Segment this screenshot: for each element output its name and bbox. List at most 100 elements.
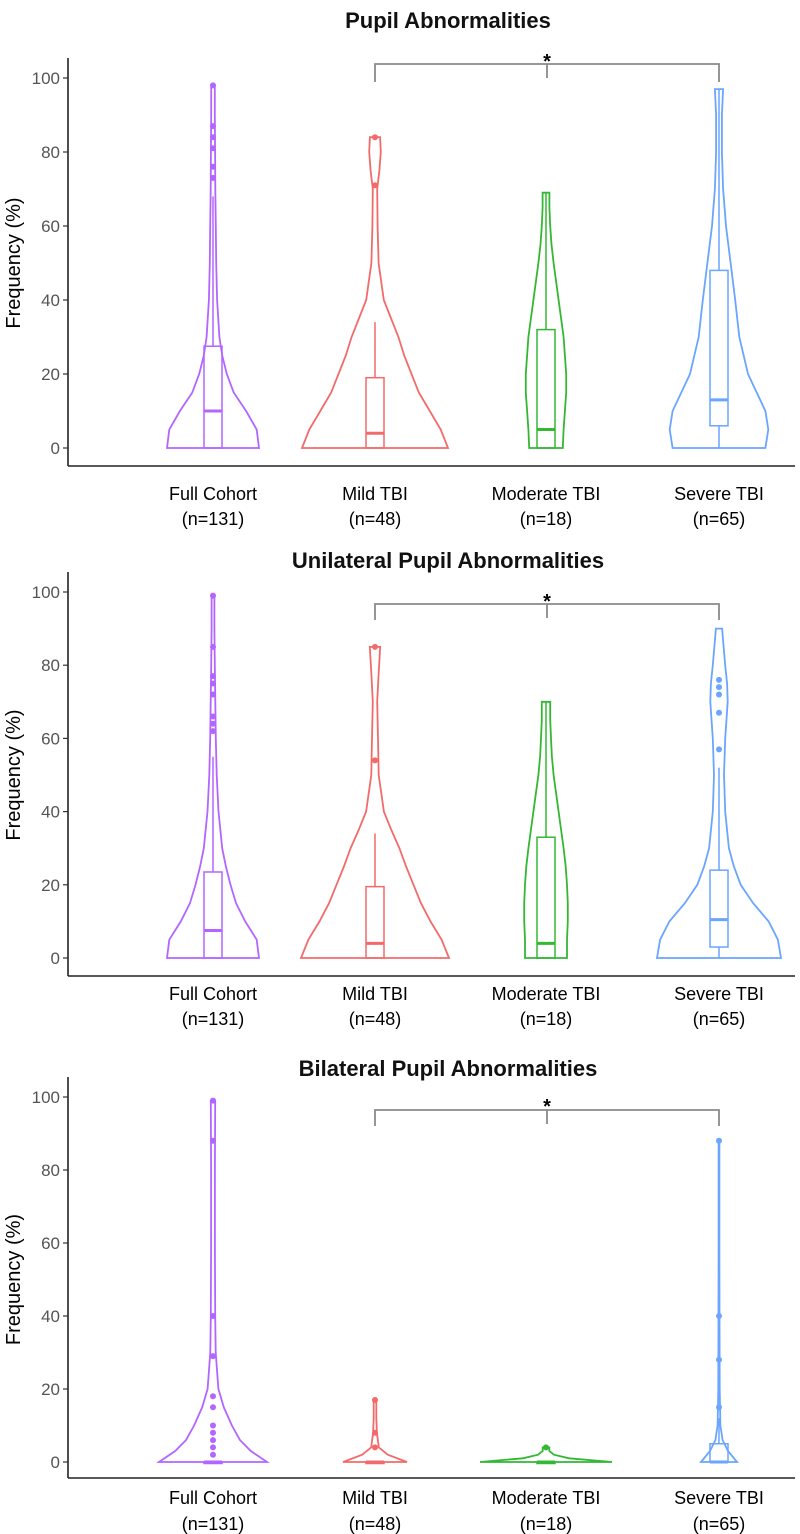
- y-tick-label: 60: [41, 217, 60, 236]
- x-tick-label: Severe TBI: [674, 1488, 764, 1508]
- y-tick-label: 80: [41, 143, 60, 162]
- y-tick-label: 40: [41, 291, 60, 310]
- outlier-point: [372, 1396, 378, 1403]
- outlier-point: [210, 1429, 216, 1436]
- x-tick-n-label: (n=131): [182, 509, 245, 529]
- y-tick-label: 100: [32, 583, 60, 602]
- outlier-point: [210, 592, 216, 599]
- x-tick-label: Full Cohort: [169, 1488, 257, 1508]
- outlier-point: [372, 1429, 378, 1436]
- x-tick-n-label: (n=48): [349, 509, 402, 529]
- y-tick-label: 100: [32, 1088, 60, 1107]
- violin-severe-tbi: [668, 88, 770, 449]
- outlier-point: [210, 1437, 216, 1444]
- violin-shape: [668, 88, 770, 449]
- box: [203, 871, 223, 959]
- x-tick-label: Severe TBI: [674, 984, 764, 1004]
- x-tick-n-label: (n=65): [693, 1009, 746, 1029]
- x-tick-n-label: (n=48): [349, 1009, 402, 1029]
- outlier-point: [372, 643, 378, 650]
- y-axis-label: Frequency (%): [3, 197, 25, 328]
- x-tick-label: Mild TBI: [342, 484, 408, 504]
- x-tick-n-label: (n=18): [520, 509, 573, 529]
- y-tick-label: 20: [41, 1380, 60, 1399]
- outlier-point: [543, 1444, 549, 1451]
- outlier-point: [210, 145, 216, 152]
- violin-shape: [300, 136, 450, 449]
- violin-shape: [699, 1139, 739, 1463]
- x-tick-label: Full Cohort: [169, 484, 257, 504]
- significance-bracket: *: [374, 51, 720, 82]
- outlier-point: [372, 182, 378, 189]
- x-tick-label: Mild TBI: [342, 984, 408, 1004]
- violin-shape: [299, 646, 451, 959]
- violin-shape: [523, 700, 569, 959]
- outlier-point: [372, 757, 378, 764]
- y-tick-label: 20: [41, 876, 60, 895]
- significance-label: *: [543, 591, 551, 613]
- outlier-point: [210, 1097, 216, 1104]
- x-tick-n-label: (n=18): [520, 1514, 573, 1534]
- x-tick-label: Moderate TBI: [492, 484, 601, 504]
- outlier-point: [210, 713, 216, 720]
- y-tick-label: 80: [41, 656, 60, 675]
- outlier-point: [210, 1313, 216, 1319]
- outlier-point: [210, 123, 216, 130]
- outlier-point: [210, 720, 216, 727]
- box: [365, 885, 385, 959]
- y-tick-label: 100: [32, 69, 60, 88]
- x-tick-n-label: (n=65): [693, 509, 746, 529]
- chart-panel-3: Bilateral Pupil Abnormalities Frequency (…: [3, 1056, 795, 1534]
- outlier-point: [372, 1444, 378, 1451]
- chart-title: Unilateral Pupil Abnormalities: [292, 548, 604, 573]
- y-tick-label: 80: [41, 1161, 60, 1180]
- y-tick-label: 0: [51, 439, 60, 458]
- outlier-point: [210, 1451, 216, 1458]
- outlier-point: [716, 709, 722, 716]
- y-tick-label: 60: [41, 1234, 60, 1253]
- violin-mild-tbi: [342, 1396, 408, 1465]
- y-tick-label: 0: [51, 949, 60, 968]
- outlier-point: [716, 1404, 722, 1411]
- outlier-point: [210, 1444, 216, 1451]
- outlier-point: [210, 82, 216, 89]
- violin-moderate-tbi: [524, 191, 568, 449]
- y-tick-label: 40: [41, 803, 60, 822]
- significance-bracket: *: [374, 1096, 720, 1126]
- chart-panel-2: Unilateral Pupil Abnormalities Frequency …: [3, 548, 795, 1029]
- outlier-point: [210, 1422, 216, 1429]
- box: [709, 869, 729, 948]
- outlier-point: [210, 134, 216, 141]
- outlier-point: [210, 1353, 216, 1360]
- box: [709, 269, 729, 427]
- x-tick-label: Full Cohort: [169, 984, 257, 1004]
- outlier-point: [210, 643, 216, 650]
- outlier-point: [716, 691, 722, 698]
- violin-mild-tbi: [299, 643, 451, 959]
- x-tick-label: Mild TBI: [342, 1488, 408, 1508]
- box: [365, 376, 385, 449]
- violin-moderate-tbi: [479, 1444, 613, 1465]
- outlier-point: [716, 684, 722, 691]
- box: [203, 345, 223, 449]
- outlier-point: [372, 134, 378, 141]
- x-tick-n-label: (n=18): [520, 1009, 573, 1029]
- y-tick-label: 60: [41, 729, 60, 748]
- x-tick-label: Severe TBI: [674, 484, 764, 504]
- outlier-point: [210, 728, 216, 735]
- violin-mild-tbi: [300, 134, 450, 449]
- violin-full-cohort: [165, 592, 261, 959]
- x-tick-n-label: (n=131): [182, 1009, 245, 1029]
- outlier-point: [210, 680, 216, 687]
- outlier-point: [210, 1404, 216, 1411]
- outlier-point: [716, 746, 722, 753]
- y-axis-label: Frequency (%): [3, 1214, 25, 1345]
- violin-full-cohort: [156, 1097, 270, 1465]
- outlier-point: [716, 1356, 722, 1363]
- outlier-point: [210, 673, 216, 680]
- violin-moderate-tbi: [523, 700, 569, 959]
- outlier-point: [210, 691, 216, 698]
- violin-shape: [524, 191, 568, 449]
- y-axis-label: Frequency (%): [3, 709, 25, 840]
